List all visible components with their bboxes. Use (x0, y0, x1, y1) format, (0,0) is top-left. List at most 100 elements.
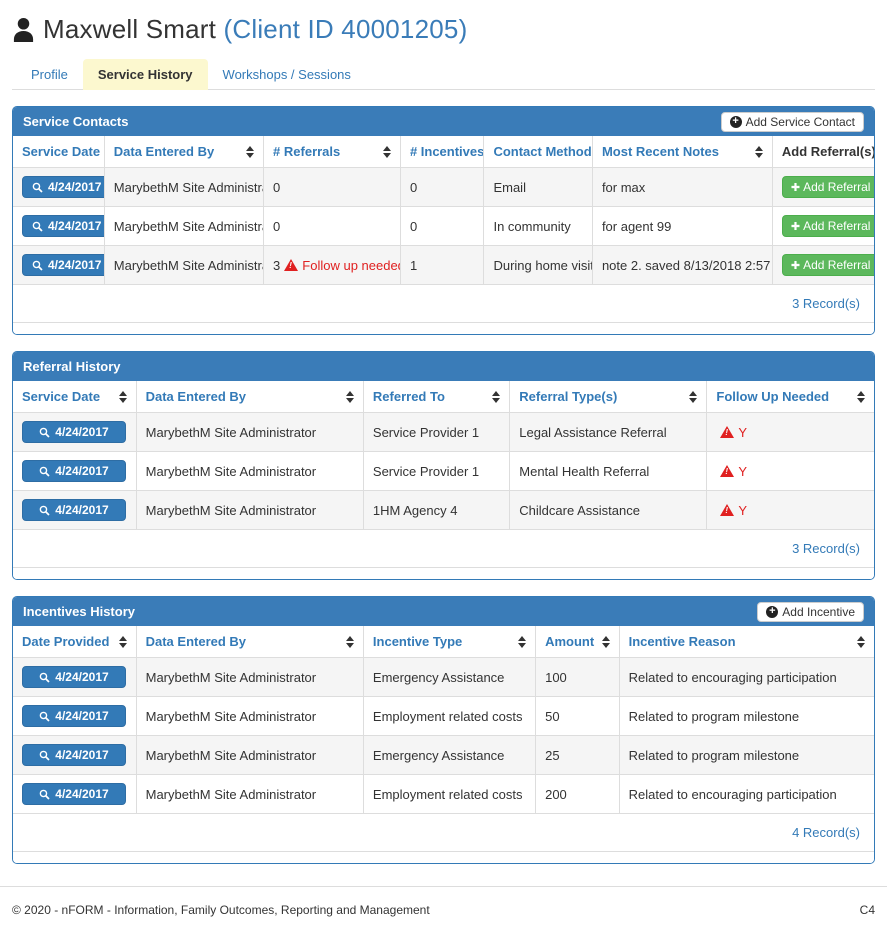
cell-date-provided: 4/24/2017 (13, 658, 136, 697)
circle-plus-icon (730, 116, 742, 128)
copyright-text: © 2020 - nFORM - Information, Family Out… (12, 903, 430, 917)
cell-date-provided: 4/24/2017 (13, 775, 136, 814)
magnifier-icon (39, 750, 50, 761)
magnifier-icon (39, 427, 50, 438)
cell-referred-to: Service Provider 1 (363, 413, 509, 452)
service-contacts-body: 4/24/2017 MarybethM Site Administrator 0… (13, 168, 874, 285)
client-id: (Client ID 40001205) (224, 14, 468, 44)
view-referral-button[interactable]: 4/24/2017 (22, 421, 126, 443)
incentives-history-header-row: Date Provided Data Entered By Incentive … (13, 626, 874, 658)
cell-amount: 25 (536, 736, 620, 775)
view-service-contact-button[interactable]: 4/24/2017 (22, 215, 104, 237)
table-row: 4/24/2017 MarybethM Site Administrator 0… (13, 168, 874, 207)
view-service-contact-button[interactable]: 4/24/2017 (22, 254, 104, 276)
magnifier-icon (32, 182, 43, 193)
cell-num-incentives: 0 (400, 207, 484, 246)
col-incentive-reason: Incentive Reason (619, 626, 874, 658)
cell-data-entered-by: MarybethM Site Administrator (104, 207, 263, 246)
follow-up-flag: Follow up needed (280, 258, 400, 273)
cell-contact-method: During home visit (484, 246, 592, 285)
cell-num-referrals: 3Follow up needed (264, 246, 401, 285)
cell-referral-type: Mental Health Referral (510, 452, 707, 491)
service-contacts-heading: Service Contacts Add Service Contact (13, 107, 874, 136)
sort-icon[interactable] (119, 636, 127, 648)
view-incentive-button[interactable]: 4/24/2017 (22, 666, 126, 688)
sort-icon[interactable] (602, 636, 610, 648)
tab-service-history[interactable]: Service History (83, 59, 208, 90)
incentives-history-title: Incentives History (23, 604, 135, 619)
cell-follow-up-needed: Y (707, 491, 874, 530)
add-service-contact-button[interactable]: Add Service Contact (721, 112, 864, 132)
cell-referral-type: Legal Assistance Referral (510, 413, 707, 452)
col-most-recent-notes: Most Recent Notes (592, 136, 772, 168)
cell-incentive-type: Employment related costs (363, 697, 535, 736)
add-referral-button[interactable]: Add Referral (782, 176, 874, 198)
cell-add-referral: Add Referral (772, 246, 874, 285)
view-incentive-button[interactable]: 4/24/2017 (22, 744, 126, 766)
cell-service-date: 4/24/2017 (13, 413, 136, 452)
panel-footer-strip (13, 852, 874, 863)
magnifier-icon (32, 260, 43, 271)
col-num-incentives: # Incentives (400, 136, 484, 168)
page-container: Maxwell Smart (Client ID 40001205) Profi… (0, 0, 887, 864)
cell-data-entered-by: MarybethM Site Administrator (136, 452, 363, 491)
plus-icon (791, 180, 800, 194)
table-row: 4/24/2017 MarybethM Site Administrator S… (13, 452, 874, 491)
cell-date-provided: 4/24/2017 (13, 736, 136, 775)
cell-amount: 200 (536, 775, 620, 814)
table-row: 4/24/2017 MarybethM Site Administrator 0… (13, 207, 874, 246)
col-contact-method: Contact Method (484, 136, 592, 168)
cell-follow-up-needed: Y (707, 413, 874, 452)
sort-icon[interactable] (857, 636, 865, 648)
sort-icon[interactable] (346, 391, 354, 403)
sort-icon[interactable] (755, 146, 763, 158)
col-data-entered-by: Data Entered By (104, 136, 263, 168)
incentives-history-heading: Incentives History Add Incentive (13, 597, 874, 626)
view-referral-button[interactable]: 4/24/2017 (22, 460, 126, 482)
incentives-history-record-count: 4 Record(s) (13, 814, 874, 852)
add-referral-button[interactable]: Add Referral (782, 215, 874, 237)
cell-data-entered-by: MarybethM Site Administrator (104, 168, 263, 207)
table-row: 4/24/2017 MarybethM Site Administrator 3… (13, 246, 874, 285)
cell-referral-type: Childcare Assistance (510, 491, 707, 530)
cell-referred-to: Service Provider 1 (363, 452, 509, 491)
view-incentive-button[interactable]: 4/24/2017 (22, 783, 126, 805)
tab-workshops-sessions[interactable]: Workshops / Sessions (208, 59, 366, 90)
circle-plus-icon (766, 606, 778, 618)
warning-icon (720, 465, 734, 477)
referral-history-body: 4/24/2017 MarybethM Site Administrator S… (13, 413, 874, 530)
col-data-entered-by: Data Entered By (136, 626, 363, 658)
sort-icon[interactable] (346, 636, 354, 648)
cell-data-entered-by: MarybethM Site Administrator (136, 413, 363, 452)
cell-num-referrals: 0 (264, 168, 401, 207)
tab-bar: Profile Service History Workshops / Sess… (12, 59, 875, 90)
col-date-provided: Date Provided (13, 626, 136, 658)
sort-icon[interactable] (383, 146, 391, 158)
user-icon (12, 17, 35, 42)
view-incentive-button[interactable]: 4/24/2017 (22, 705, 126, 727)
view-service-contact-button[interactable]: 4/24/2017 (22, 176, 104, 198)
table-row: 4/24/2017 MarybethM Site Administrator E… (13, 736, 874, 775)
warning-icon (284, 259, 298, 271)
tab-profile[interactable]: Profile (16, 59, 83, 90)
incentives-history-panel: Incentives History Add Incentive Date Pr… (12, 596, 875, 864)
cell-incentive-type: Employment related costs (363, 775, 535, 814)
cell-incentive-type: Emergency Assistance (363, 736, 535, 775)
sort-icon[interactable] (518, 636, 526, 648)
cell-data-entered-by: MarybethM Site Administrator (136, 491, 363, 530)
col-add-referrals: Add Referral(s) (772, 136, 874, 168)
cell-contact-method: Email (484, 168, 592, 207)
cell-service-date: 4/24/2017 (13, 168, 104, 207)
sort-icon[interactable] (492, 391, 500, 403)
sort-icon[interactable] (857, 391, 865, 403)
add-referral-button[interactable]: Add Referral (782, 254, 874, 276)
add-incentive-button[interactable]: Add Incentive (757, 602, 864, 622)
cell-incentive-reason: Related to encouraging participation (619, 658, 874, 697)
sort-icon[interactable] (689, 391, 697, 403)
view-referral-button[interactable]: 4/24/2017 (22, 499, 126, 521)
sort-icon[interactable] (119, 391, 127, 403)
service-contacts-title: Service Contacts (23, 114, 129, 129)
table-row: 4/24/2017 MarybethM Site Administrator S… (13, 413, 874, 452)
referral-history-record-count: 3 Record(s) (13, 530, 874, 568)
sort-icon[interactable] (246, 146, 254, 158)
